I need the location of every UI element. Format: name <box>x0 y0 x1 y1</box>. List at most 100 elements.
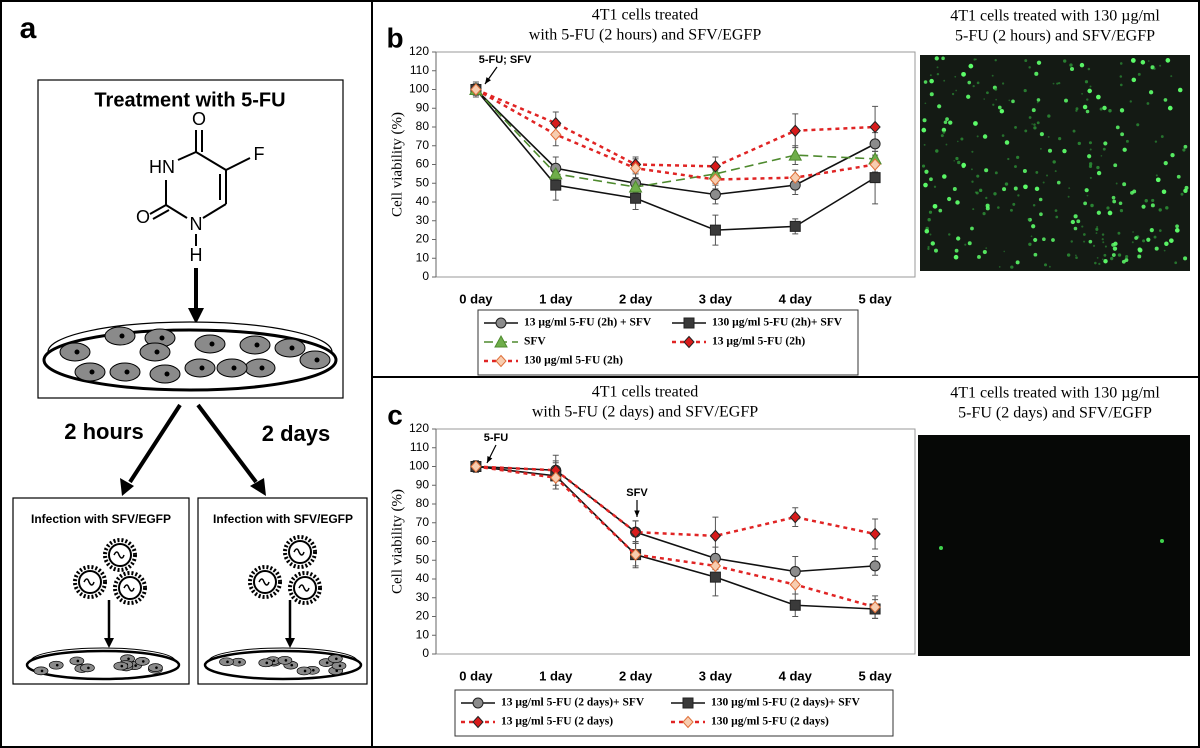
virus-spikes <box>288 571 322 605</box>
fluorescent-cell <box>1104 245 1107 248</box>
fluorescent-cell <box>1164 241 1169 246</box>
fluorescent-cell <box>1180 192 1184 196</box>
fluorescent-cell <box>954 75 957 78</box>
fluorescent-cell <box>1039 212 1043 217</box>
fluorescent-cell <box>1009 208 1013 212</box>
fluorescent-cell <box>1064 98 1068 103</box>
fluorescent-cell <box>1131 241 1134 244</box>
fluorescent-cell <box>1174 228 1180 233</box>
x-tick-label: 0 day <box>459 291 493 306</box>
panel-label: c <box>387 399 403 430</box>
fluorescent-cell <box>976 174 980 178</box>
fluorescent-cell <box>1100 155 1103 157</box>
fluorescent-cell <box>1042 181 1045 184</box>
fluorescent-cell <box>976 135 979 138</box>
fluorescent-cell <box>937 104 942 109</box>
annotation: SFV <box>626 487 648 499</box>
fluorescent-cell <box>1103 141 1108 146</box>
fluorescent-cell <box>983 98 986 100</box>
fluorescent-cell <box>971 150 974 153</box>
fluorescent-cell <box>1094 261 1097 265</box>
fluorescent-cell <box>934 56 939 61</box>
fluorescent-cell <box>955 89 958 92</box>
marker <box>869 527 881 541</box>
fluorescent-cell <box>1074 254 1077 257</box>
virus-body <box>288 540 312 564</box>
chart-title: 4T1 cells treated <box>592 7 699 24</box>
fluorescent-cell <box>1165 58 1171 63</box>
legend-marker <box>683 335 695 349</box>
branch-label: 2 days <box>262 421 331 446</box>
fluorescent-cell <box>1028 242 1032 246</box>
fluorescent-cell <box>1036 121 1040 125</box>
fluorescent-cell <box>1012 202 1016 206</box>
virus-rna <box>123 584 135 592</box>
marker <box>550 128 562 141</box>
x-tick-label: 1 day <box>539 668 573 683</box>
fluorescent-cell <box>922 118 927 123</box>
fluorescent-cell <box>961 164 966 169</box>
fluorescent-cell <box>1101 258 1104 261</box>
fluorescent-cell <box>1007 157 1010 161</box>
fluorescent-cell <box>993 192 997 196</box>
fluorescent-cell <box>1117 253 1122 257</box>
fluorescent-cell <box>954 248 959 253</box>
nucleus <box>259 365 265 371</box>
micrograph-title: 4T1 cells treated with 130 µg/ml <box>950 8 1160 25</box>
virus-body <box>108 543 132 567</box>
marker <box>470 460 482 473</box>
fluorescent-cell <box>985 196 988 200</box>
fluorescent-cell <box>1096 165 1100 170</box>
y-tick-label: 70 <box>416 515 430 529</box>
fluorescent-cell <box>1099 107 1103 111</box>
legend-label: 13 µg/ml 5-FU (2h) <box>712 336 805 348</box>
chart-title: with 5-FU (2 hours) and SFV/EGFP <box>529 27 762 44</box>
fluorescent-cell <box>1146 237 1151 242</box>
arrow-head <box>285 638 295 648</box>
y-tick-label: 30 <box>416 213 430 227</box>
x-tick-label: 4 day <box>779 668 813 683</box>
fluorescent-cell <box>1051 238 1055 242</box>
nucleus <box>87 666 90 670</box>
y-tick-label: 100 <box>409 459 429 473</box>
marker <box>789 510 801 524</box>
legend-marker <box>682 715 694 729</box>
legend-label: 13 µg/ml 5-FU (2 days) <box>501 716 613 728</box>
fluorescent-cell <box>1011 99 1015 104</box>
micrograph-title: 5-FU (2 hours) and SFV/EGFP <box>955 28 1155 45</box>
fluorescent-cell <box>1069 66 1075 72</box>
fluorescent-cell <box>1144 199 1148 203</box>
atom-label: F <box>254 144 265 164</box>
nucleus <box>335 669 339 673</box>
virus-spikes <box>73 565 107 599</box>
fluorescent-cell <box>1004 140 1010 145</box>
fluorescent-cell <box>992 103 995 106</box>
virus-body <box>253 570 277 594</box>
y-tick-label: 120 <box>409 421 429 435</box>
fluorescent-cell <box>956 140 959 143</box>
fluorescent-cell <box>977 255 981 259</box>
fluorescent-cell <box>1088 141 1092 145</box>
micrographs: 4T1 cells treated with 130 µg/ml 5-FU (2 … <box>918 8 1190 656</box>
fluorescent-cell <box>1176 174 1181 179</box>
fluorescent-cell <box>1033 123 1036 126</box>
annotation-arrowhead <box>487 456 493 463</box>
y-tick-label: 40 <box>416 194 430 208</box>
fluorescent-cell <box>1115 125 1120 130</box>
y-tick-label: 20 <box>416 232 430 246</box>
fluorescent-cell <box>1033 237 1038 242</box>
legend-box <box>477 309 859 376</box>
plot-area <box>435 428 916 655</box>
fluorescent-cell <box>927 247 930 251</box>
fluorescent-cell <box>994 59 997 62</box>
fluorescent-cell <box>924 102 927 105</box>
series-line <box>475 88 876 168</box>
fluorescent-cell <box>1087 67 1091 71</box>
x-tick-label: 2 day <box>619 291 653 306</box>
fluorescent-cell <box>929 92 934 97</box>
arrow-head <box>104 638 114 648</box>
fluorescent-cell <box>1047 135 1050 138</box>
fluorescent-cell <box>1182 148 1186 152</box>
y-tick-label: 20 <box>416 609 430 623</box>
